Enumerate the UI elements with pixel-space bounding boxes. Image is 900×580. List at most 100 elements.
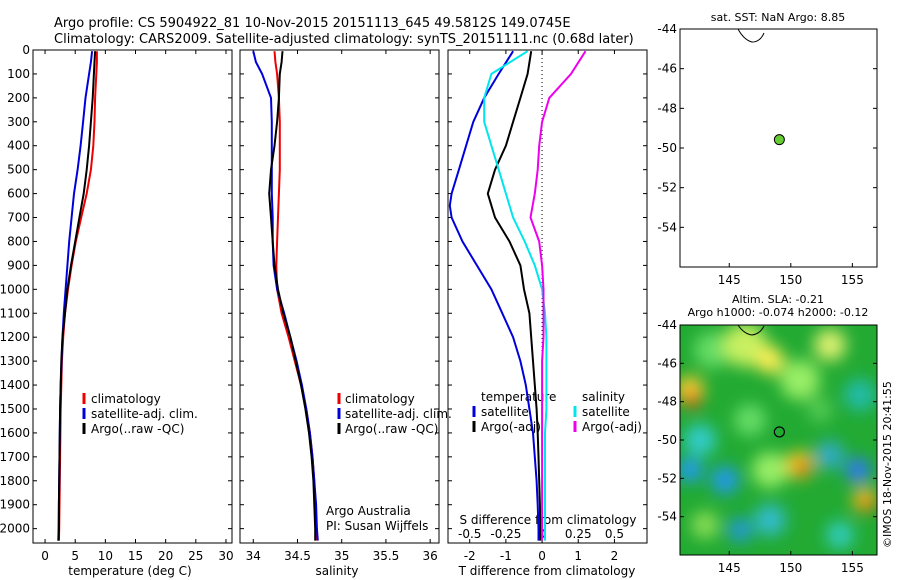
series-line [448, 50, 540, 541]
y-tick-label: 600 [7, 187, 30, 201]
sla-blob [684, 424, 716, 456]
legend-temperature-heading: temperature [481, 390, 556, 404]
sla-blob [680, 458, 702, 482]
x-tick-label: 5 [71, 549, 79, 563]
figure-subtitle: Climatology: CARS2009. Satellite-adjuste… [54, 32, 634, 47]
sla-map-title-2: Argo h1000: -0.074 h2000: -0.12 [688, 306, 869, 319]
x-tick-label: 34.5 [284, 549, 311, 563]
map-y-tick-label: -54 [657, 220, 677, 234]
legend-temp-argo: Argo(-adj) [481, 420, 541, 434]
x-axis-label-temperature: temperature (deg C) [68, 564, 191, 578]
series-line [268, 51, 317, 541]
y-tick-label: 500 [7, 163, 30, 177]
map-y-tick-label: -46 [657, 356, 677, 370]
sla-blob [826, 521, 854, 549]
y-tick-label: 700 [7, 211, 30, 225]
sla-blob [734, 404, 766, 436]
sla-blob [808, 398, 832, 422]
temperature-legend: climatology satellite-adj. clim. Argo(..… [82, 392, 198, 436]
map-y-tick-label: -52 [657, 181, 677, 195]
salinity-legend: climatology satellite-adj. clim. Argo(..… [326, 392, 452, 533]
series-line [273, 51, 318, 541]
legend-sal-satellite: satellite [582, 405, 630, 419]
legend-salinity-heading: salinity [582, 390, 625, 404]
x-tick-label: 25 [188, 549, 203, 563]
x-tick-label: 0 [41, 549, 49, 563]
y-tick-label: 900 [7, 258, 30, 272]
sla-blob [728, 518, 752, 542]
x-tick-label: 30 [218, 549, 233, 563]
coastline [737, 324, 765, 336]
float-marker [773, 426, 785, 438]
sla-blob [844, 379, 876, 411]
y-tick-label: 1700 [0, 450, 30, 464]
sst-map-title: sat. SST: NaN Argo: 8.85 [711, 11, 845, 24]
sla-blob [694, 332, 730, 368]
series-line [486, 51, 542, 541]
x-tick-label: 15 [128, 549, 143, 563]
sla-blob [846, 458, 870, 482]
difference-legend: temperature satellite Argo(-adj) salinit… [472, 390, 642, 434]
sla-blob [862, 499, 874, 511]
salinity-tick-label: 0.25 [565, 527, 592, 541]
credit-line-1: Argo Australia [326, 504, 411, 518]
x-axis-label-t-difference: T difference from climatology [458, 564, 636, 578]
map-x-tick-label: 145 [718, 561, 741, 575]
x-tick-label: 10 [98, 549, 113, 563]
sla-blob [752, 452, 788, 488]
coastline [737, 28, 765, 43]
x-tick-label: 1 [574, 549, 582, 563]
x-tick-label: 20 [158, 549, 173, 563]
temperature-panel [32, 49, 233, 544]
sla-blob [795, 461, 809, 475]
y-tick-label: 100 [7, 67, 30, 81]
sla-blob [723, 325, 767, 367]
map-y-tick-label: -52 [657, 471, 677, 485]
map-x-tick-label: 150 [779, 273, 802, 287]
y-tick-label: 2000 [0, 522, 30, 536]
sla-heatmap [680, 325, 877, 555]
legend-argo: Argo(..raw -QC) [91, 422, 184, 436]
y-tick-label: 800 [7, 234, 30, 248]
legend-sal-argo: Argo(-adj) [582, 420, 642, 434]
sla-blob [754, 504, 786, 536]
y-tick-label: 300 [7, 115, 30, 129]
y-tick-label: 1800 [0, 474, 30, 488]
map-y-tick-label: -44 [657, 318, 677, 332]
salinity-tick-label: 0.5 [605, 527, 624, 541]
salinity-panel [239, 49, 440, 544]
salinity-tick-label: -0.25 [490, 527, 521, 541]
y-tick-label: 1400 [0, 378, 30, 392]
y-tick-label: 1000 [0, 282, 30, 296]
sst-map-panel [679, 28, 878, 268]
map-y-tick-label: -50 [657, 141, 677, 155]
series-line [529, 50, 587, 541]
map-y-tick-label: -48 [657, 101, 677, 115]
y-tick-label: 0 [22, 43, 30, 57]
salinity-tick-label: -0.5 [458, 527, 481, 541]
map-x-tick-label: 145 [718, 273, 741, 287]
difference-panel [447, 49, 648, 544]
y-tick-label: 1500 [0, 402, 30, 416]
y-tick-label: 1200 [0, 330, 30, 344]
map-x-tick-label: 150 [779, 561, 802, 575]
y-tick-label: 200 [7, 91, 30, 105]
credit-line-2: PI: Susan Wijffels [326, 519, 428, 533]
sla-blob [814, 329, 846, 361]
legend-satellite: satellite-adj. clim. [345, 407, 452, 421]
map-y-tick-label: -50 [657, 433, 677, 447]
sla-blob [711, 466, 739, 494]
series-line [252, 50, 319, 541]
map-y-tick-label: -44 [657, 22, 677, 36]
x-tick-label: 36 [423, 549, 438, 563]
legend-temp-satellite: satellite [481, 405, 529, 419]
y-tick-label: 1600 [0, 426, 30, 440]
sla-blob [691, 511, 719, 539]
series-line [57, 51, 94, 541]
map-y-tick-label: -46 [657, 62, 677, 76]
sla-map-title-1: Altim. SLA: -0.21 [732, 293, 824, 306]
y-tick-label: 1300 [0, 354, 30, 368]
legend-climatology: climatology [345, 392, 415, 406]
sla-blob [816, 441, 844, 469]
